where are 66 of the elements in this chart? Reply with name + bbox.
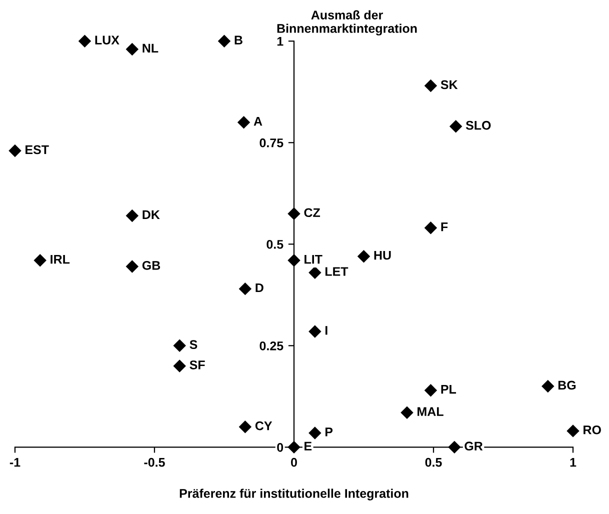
point: [126, 42, 139, 56]
x-tick-label: 1: [570, 458, 576, 467]
annotation: E: [304, 442, 312, 450]
y-tick-label: 0.5: [266, 240, 284, 249]
point: [308, 266, 322, 279]
point: [238, 420, 252, 434]
point: [34, 254, 46, 267]
point: [566, 424, 580, 438]
annotation: RO: [584, 425, 601, 434]
point: [308, 325, 322, 338]
point: [288, 254, 300, 267]
annotation: IRL: [50, 255, 70, 264]
annotation: CZ: [304, 208, 320, 218]
y-tick-label: 0: [277, 442, 284, 452]
annotation: DK: [142, 210, 160, 219]
annotation: BG: [558, 380, 576, 390]
annotation: SK: [440, 80, 458, 90]
annotation: SF: [190, 360, 205, 370]
point: [424, 79, 438, 92]
annotation: LET: [325, 267, 348, 276]
point: [542, 380, 554, 393]
annotation: LUX: [95, 36, 120, 44]
annotation: P: [325, 428, 333, 436]
point: [126, 260, 139, 273]
point: [173, 339, 186, 352]
point: [238, 282, 252, 296]
annotation: B: [234, 36, 242, 44]
point: [126, 209, 139, 222]
point: [218, 34, 231, 48]
point: [424, 222, 438, 234]
annotation: LIT: [304, 255, 322, 264]
annotation: A: [254, 116, 262, 126]
x-tick-label: -0.5: [144, 458, 165, 467]
point: [78, 34, 92, 48]
point: [288, 440, 300, 454]
y-tick-label: 0.25: [260, 341, 284, 350]
point: [449, 120, 462, 133]
annotation: HU: [374, 250, 391, 260]
y-axis-title: Ausmaß der Binnenmarktintegration: [277, 10, 417, 36]
point: [424, 384, 438, 397]
annotation: S: [190, 340, 198, 350]
annotation: D: [256, 283, 264, 292]
point: [400, 406, 414, 420]
x-tick-label: -1: [10, 458, 20, 467]
x-axis-title: Präferenz für institutionelle Integration: [180, 488, 408, 500]
annotation: PL: [441, 384, 456, 394]
point: [288, 207, 300, 220]
annotation: GR: [464, 442, 483, 451]
point: [448, 440, 461, 454]
y-tick-label: 1: [277, 37, 284, 46]
point: [237, 116, 250, 129]
x-tick-label: 0.5: [425, 458, 442, 467]
point: [173, 360, 186, 372]
point: [8, 144, 22, 158]
point: [308, 426, 322, 440]
annotation: MAL: [418, 407, 444, 416]
y-tick-label: 0.75: [260, 138, 284, 148]
annotation: I: [325, 326, 328, 335]
point: [357, 250, 370, 263]
annotation: NL: [142, 44, 158, 52]
x-tick-label: 0: [291, 458, 297, 467]
annotation: EST: [26, 145, 49, 154]
annotation: F: [441, 222, 448, 232]
annotation: CY: [255, 421, 272, 430]
annotation: GB: [142, 260, 160, 270]
annotation: SLO: [466, 120, 491, 130]
